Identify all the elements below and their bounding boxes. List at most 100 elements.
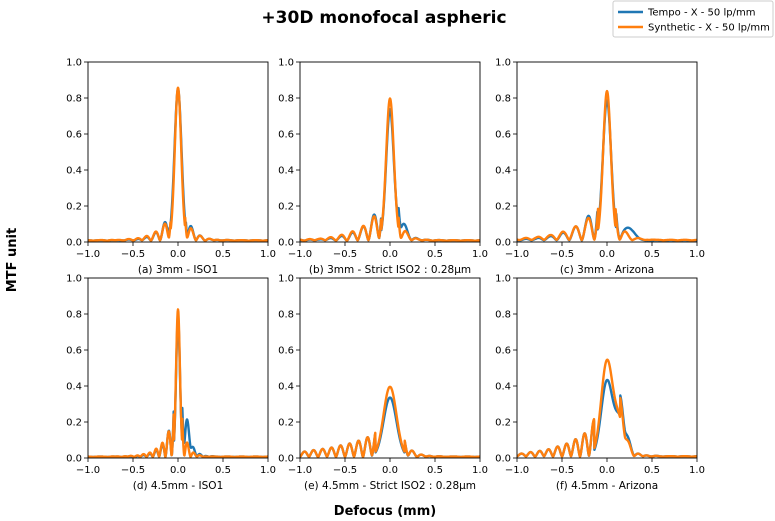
- x-tick-label: −1.0: [288, 249, 312, 260]
- subplot-c: −1.0 −0.5 0.0 0.5 1.0 0.0 0.2 0.4 0.6 0.8 1.0 (c) 3…: [495, 58, 705, 277]
- y-tick-label: 1.0: [278, 274, 294, 285]
- y-axis-label: MTF unit: [5, 228, 20, 292]
- y-tick-label: 0.6: [278, 130, 294, 141]
- y-tick-label: 1.0: [66, 274, 82, 285]
- series-line-synthetic: [517, 358, 697, 458]
- subplot-e: −1.0 −0.5 0.0 0.5 1.0 0.0 0.2 0.4 0.6 0.8 1.0 (e) 4…: [278, 274, 488, 493]
- x-tick-label: 1.0: [689, 465, 705, 476]
- y-tick-label: 1.0: [278, 58, 294, 69]
- y-tick-label: 0.0: [495, 238, 511, 249]
- y-tick-label: 0.8: [66, 94, 82, 105]
- x-tick-label: 0.0: [599, 249, 615, 260]
- y-tick-label: 1.0: [495, 58, 511, 69]
- y-tick-label: 0.2: [278, 202, 294, 213]
- subplot-caption: (b) 3mm - Strict ISO2 : 0.28μm: [309, 264, 471, 276]
- y-tick-label: 0.2: [495, 418, 511, 429]
- y-tick-label: 0.8: [278, 94, 294, 105]
- subplot-caption: (d) 4.5mm - ISO1: [133, 480, 224, 492]
- subplot-d: −1.0 −0.5 0.0 0.5 1.0 0.0 0.2 0.4 0.6 0.8 1.0 (d) 4…: [66, 274, 276, 493]
- subplot-caption: (c) 3mm - Arizona: [560, 264, 654, 276]
- y-tick-label: 0.4: [66, 382, 82, 393]
- subplot-caption: (f) 4.5mm - Arizona: [556, 480, 658, 492]
- y-tick-label: 0.6: [66, 130, 82, 141]
- x-tick-label: 0.5: [644, 465, 660, 476]
- x-tick-label: 1.0: [260, 249, 276, 260]
- x-tick-label: 1.0: [472, 249, 488, 260]
- y-tick-label: 0.4: [278, 166, 294, 177]
- x-axis-label: Defocus (mm): [334, 504, 436, 519]
- legend-entry-tempo: Tempo - X - 50 lp/mm: [647, 8, 755, 19]
- x-tick-label: 0.0: [382, 465, 398, 476]
- x-tick-label: 1.0: [472, 465, 488, 476]
- legend: Tempo - X - 50 lp/mm Synthetic - X - 50 …: [612, 0, 774, 38]
- y-tick-label: 0.0: [66, 238, 82, 249]
- y-tick-label: 0.0: [495, 454, 511, 465]
- y-tick-label: 0.6: [495, 346, 511, 357]
- series-line-synthetic: [300, 385, 480, 458]
- subplot-caption: (e) 4.5mm - Strict ISO2 : 0.28μm: [304, 480, 476, 492]
- x-tick-label: −0.5: [333, 465, 357, 476]
- x-tick-label: 0.5: [644, 249, 660, 260]
- x-tick-label: −0.5: [550, 249, 574, 260]
- x-tick-label: −1.0: [288, 465, 312, 476]
- y-tick-label: 0.4: [495, 166, 511, 177]
- y-tick-label: 0.0: [278, 454, 294, 465]
- figure-title: +30D monofocal aspheric: [261, 8, 506, 28]
- series-line-tempo: [300, 108, 480, 242]
- x-tick-label: −1.0: [505, 249, 529, 260]
- x-tick-label: 0.0: [170, 465, 186, 476]
- y-tick-label: 0.2: [66, 202, 82, 213]
- x-tick-label: −1.0: [505, 465, 529, 476]
- y-tick-label: 0.2: [495, 202, 511, 213]
- y-tick-label: 0.6: [278, 346, 294, 357]
- x-tick-label: 0.0: [599, 465, 615, 476]
- series-line-synthetic: [300, 97, 480, 242]
- x-tick-label: 0.0: [382, 249, 398, 260]
- series-line-tempo: [88, 316, 268, 458]
- plot-frame: [87, 277, 269, 459]
- series-line-tempo: [517, 378, 697, 458]
- subplot-b: −1.0 −0.5 0.0 0.5 1.00.00.20.40.60.81.0(b) 3…: [278, 58, 488, 277]
- y-tick-label: 0.2: [278, 418, 294, 429]
- y-tick-label: 0.8: [66, 310, 82, 321]
- plot-frame: [299, 277, 481, 459]
- x-tick-label: 1.0: [689, 249, 705, 260]
- series-line-tempo: [517, 99, 697, 242]
- y-tick-label: 0.6: [66, 346, 82, 357]
- y-tick-label: 1.0: [66, 58, 82, 69]
- x-tick-label: 0.5: [427, 465, 443, 476]
- y-tick-label: 1.0: [495, 274, 511, 285]
- x-tick-label: −0.5: [121, 249, 145, 260]
- x-tick-label: −0.5: [550, 465, 574, 476]
- subplot-a: −1.0 −0.5 0.0 0.5 1.0 0.0 0.2 0.4 0.6 0.8 1.0 (a) 3…: [66, 58, 276, 277]
- y-tick-label: 0.0: [66, 454, 82, 465]
- x-tick-label: −1.0: [76, 465, 100, 476]
- x-tick-label: 1.0: [260, 465, 276, 476]
- y-tick-label: 0.8: [495, 310, 511, 321]
- plot-frame: [299, 61, 481, 243]
- x-tick-label: 0.5: [215, 465, 231, 476]
- x-tick-label: 0.0: [170, 249, 186, 260]
- x-tick-label: −0.5: [333, 249, 357, 260]
- series-line-synthetic: [88, 308, 268, 458]
- legend-frame: [612, 0, 774, 38]
- y-tick-label: 0.4: [495, 382, 511, 393]
- plot-frame: [516, 277, 698, 459]
- y-tick-label: 0.4: [66, 166, 82, 177]
- legend-entry-synthetic: Synthetic - X - 50 lp/mm: [648, 23, 770, 34]
- y-tick-label: 0.8: [278, 310, 294, 321]
- y-tick-label: 0.2: [66, 418, 82, 429]
- y-tick-label: 0.0: [278, 238, 294, 249]
- x-tick-label: 0.5: [427, 249, 443, 260]
- subplot-caption: (a) 3mm - ISO1: [138, 264, 218, 276]
- y-tick-label: 0.4: [278, 382, 294, 393]
- x-tick-label: −0.5: [121, 465, 145, 476]
- x-tick-label: 0.5: [215, 249, 231, 260]
- plot-frame: [516, 61, 698, 243]
- y-tick-label: 0.6: [495, 130, 511, 141]
- y-tick-label: 0.8: [495, 94, 511, 105]
- subplot-grid: −1.0 −0.5 0.0 0.5 1.00.00.20.40.60.81.0(a) 3…: [66, 58, 705, 493]
- x-tick-label: −1.0: [76, 249, 100, 260]
- subplot-f: −1.0 −0.5 0.0 0.5 1.0 0.0 0.2 0.4 0.6 0.8 1.0 (f) 4…: [495, 274, 705, 493]
